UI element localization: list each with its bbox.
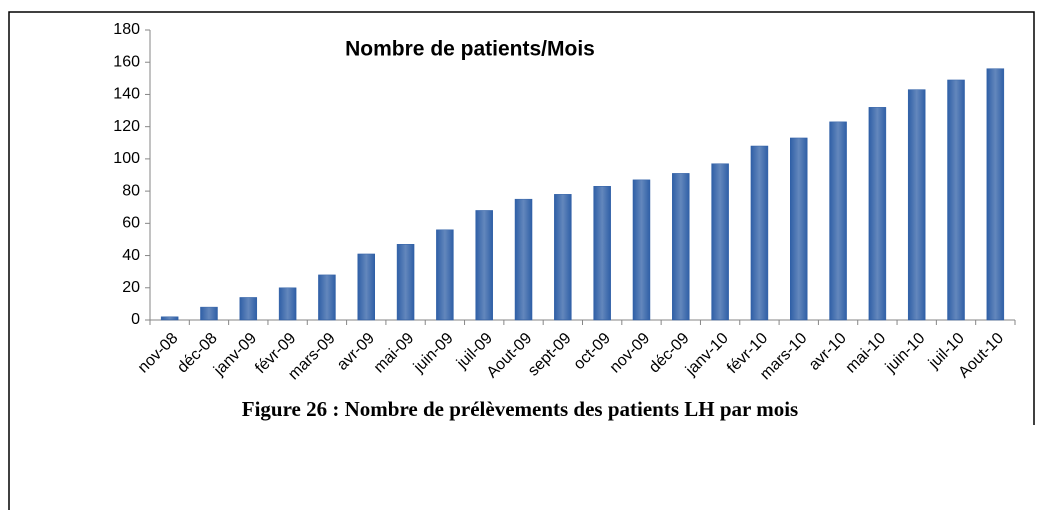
bar — [200, 306, 218, 321]
x-tick-label: avr-10 — [806, 330, 850, 374]
caption: Figure 26 : Nombre de prélèvements des p… — [242, 397, 798, 421]
bar — [632, 179, 651, 321]
bar — [396, 244, 415, 321]
x-tick-label: nov-08 — [135, 330, 182, 377]
y-tick-label: 120 — [113, 118, 140, 135]
bar — [318, 274, 336, 321]
y-tick-label: 20 — [122, 279, 140, 296]
x-tick-label: juin-10 — [882, 330, 929, 377]
x-tick-label: nov-09 — [607, 330, 654, 377]
bar — [436, 229, 454, 321]
x-tick-label: avr-09 — [334, 330, 378, 374]
y-tick-label: 40 — [122, 247, 140, 264]
x-tick-label: janv-10 — [682, 330, 732, 380]
bar — [711, 163, 729, 321]
x-tick-label: sept-09 — [525, 330, 575, 380]
bar — [672, 173, 690, 321]
bar — [475, 210, 493, 321]
x-tick-label: juin-09 — [410, 330, 457, 377]
bar — [239, 297, 258, 321]
bar — [554, 194, 572, 321]
bar — [790, 137, 808, 321]
bar — [750, 145, 769, 321]
bar — [829, 121, 847, 321]
y-tick-label: 180 — [113, 21, 140, 38]
x-tick-label: mai-10 — [843, 330, 890, 377]
x-tick-label: janv-09 — [210, 330, 260, 380]
frame — [8, 11, 1035, 510]
bar — [868, 107, 887, 321]
bar — [986, 68, 1005, 321]
bar — [514, 198, 533, 321]
y-tick-label: 100 — [113, 150, 140, 167]
bar — [947, 79, 965, 321]
y-tick-label: 140 — [113, 86, 140, 103]
x-tick-label: mai-09 — [371, 330, 418, 377]
bar — [357, 253, 375, 321]
bar — [593, 186, 611, 321]
bar — [907, 89, 926, 321]
bar — [278, 287, 297, 321]
y-tick-label: 80 — [122, 182, 140, 199]
bar — [160, 316, 179, 321]
y-tick-label: 0 — [131, 311, 140, 328]
x-tick-label: oct-09 — [571, 330, 615, 374]
y-tick-label: 60 — [122, 215, 140, 232]
y-tick-label: 160 — [113, 53, 140, 70]
chart-title: Nombre de patients/Mois — [345, 38, 595, 61]
